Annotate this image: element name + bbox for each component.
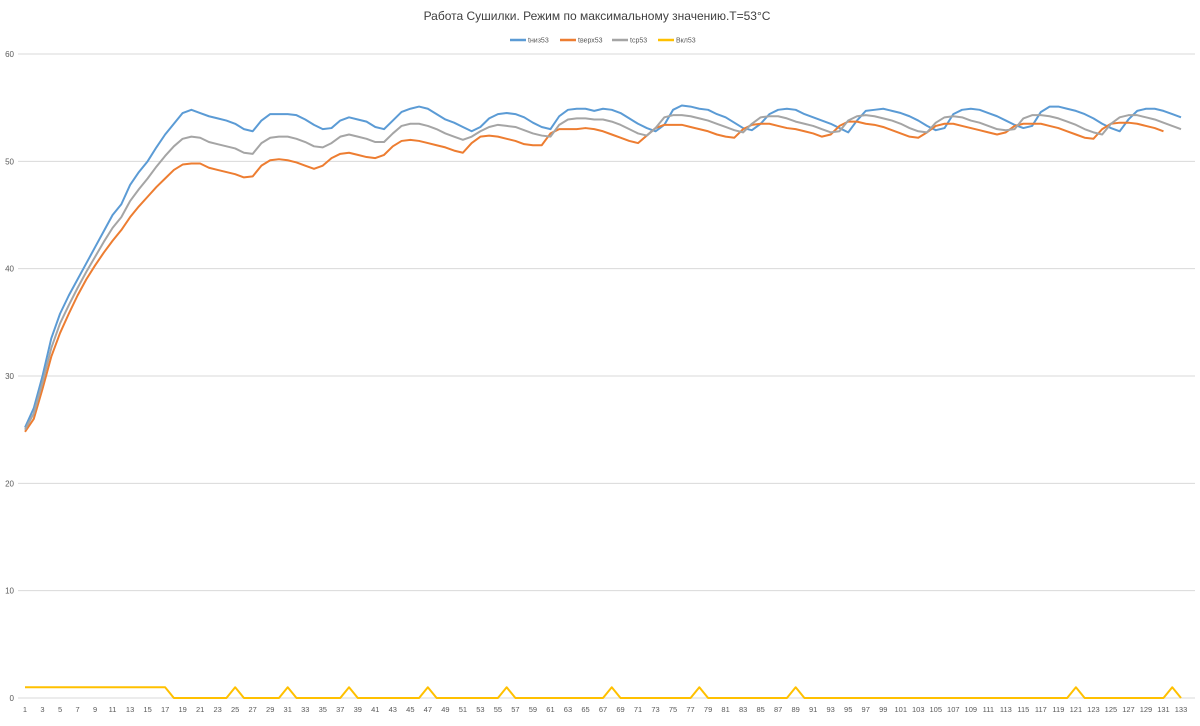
x-tick-label: 109 bbox=[965, 705, 978, 714]
x-tick-label: 85 bbox=[756, 705, 764, 714]
x-tick-label: 127 bbox=[1122, 705, 1135, 714]
x-tick-label: 69 bbox=[616, 705, 624, 714]
x-tick-label: 27 bbox=[249, 705, 257, 714]
x-tick-label: 41 bbox=[371, 705, 379, 714]
legend: tниз53 tверх53 tср53 Вкл53 bbox=[510, 38, 696, 45]
x-tick-label: 115 bbox=[1017, 705, 1029, 714]
x-tick-label: 13 bbox=[126, 705, 134, 714]
x-tick-label: 65 bbox=[581, 705, 589, 714]
x-tick-label: 99 bbox=[879, 705, 887, 714]
x-tick-label: 51 bbox=[459, 705, 467, 714]
x-tick-label: 129 bbox=[1140, 705, 1153, 714]
x-tick-label: 23 bbox=[213, 705, 221, 714]
series-line-0 bbox=[24, 104, 1182, 428]
x-tick-label: 125 bbox=[1105, 705, 1118, 714]
x-tick-label: 73 bbox=[651, 705, 659, 714]
y-tick-label: 60 bbox=[5, 50, 14, 59]
x-tick-label: 21 bbox=[196, 705, 204, 714]
x-tick-label: 3 bbox=[40, 705, 44, 714]
x-tick-label: 119 bbox=[1052, 705, 1064, 714]
x-tick-label: 59 bbox=[529, 705, 537, 714]
x-tick-label: 87 bbox=[774, 705, 782, 714]
y-tick-label: 40 bbox=[5, 265, 14, 274]
x-tick-label: 131 bbox=[1157, 705, 1170, 714]
y-axis-ticks: 0 10 20 30 40 50 60 bbox=[5, 50, 14, 703]
x-tick-label: 57 bbox=[511, 705, 519, 714]
x-tick-label: 39 bbox=[354, 705, 362, 714]
x-tick-label: 15 bbox=[143, 705, 151, 714]
x-tick-label: 67 bbox=[599, 705, 607, 714]
x-tick-label: 63 bbox=[564, 705, 572, 714]
x-tick-label: 123 bbox=[1087, 705, 1100, 714]
x-tick-label: 103 bbox=[912, 705, 925, 714]
x-tick-label: 29 bbox=[266, 705, 274, 714]
x-tick-label: 37 bbox=[336, 705, 344, 714]
x-tick-label: 133 bbox=[1175, 705, 1188, 714]
x-tick-label: 79 bbox=[704, 705, 712, 714]
x-tick-label: 83 bbox=[739, 705, 747, 714]
x-tick-label: 101 bbox=[894, 705, 907, 714]
x-tick-label: 17 bbox=[161, 705, 169, 714]
x-tick-label: 9 bbox=[93, 705, 97, 714]
x-tick-label: 117 bbox=[1035, 705, 1047, 714]
y-tick-label: 0 bbox=[10, 694, 15, 703]
x-tick-label: 121 bbox=[1070, 705, 1083, 714]
x-tick-label: 81 bbox=[721, 705, 729, 714]
x-tick-label: 111 bbox=[983, 705, 994, 714]
x-tick-label: 91 bbox=[809, 705, 817, 714]
chart-title: Работа Сушилки. Режим по максимальному з… bbox=[424, 9, 771, 23]
x-tick-label: 113 bbox=[1000, 705, 1012, 714]
x-tick-label: 5 bbox=[58, 705, 62, 714]
x-tick-label: 61 bbox=[546, 705, 554, 714]
y-tick-label: 30 bbox=[5, 372, 14, 381]
legend-label: tср53 bbox=[630, 38, 647, 45]
x-tick-label: 77 bbox=[686, 705, 694, 714]
legend-label: Вкл53 bbox=[676, 38, 696, 45]
x-tick-label: 71 bbox=[634, 705, 642, 714]
x-tick-label: 35 bbox=[319, 705, 327, 714]
x-tick-label: 47 bbox=[424, 705, 432, 714]
x-tick-label: 11 bbox=[109, 705, 117, 714]
x-tick-label: 97 bbox=[862, 705, 870, 714]
x-axis-ticks: 1 3 5 7 9 11 13 15 17 19 21 23 25 27 29 31 33 35 37 39 41 43 4… bbox=[23, 705, 1187, 714]
series-line-3 bbox=[25, 686, 1182, 699]
series-line-1 bbox=[24, 120, 1164, 433]
x-tick-label: 105 bbox=[930, 705, 943, 714]
x-tick-label: 33 bbox=[301, 705, 309, 714]
series-group bbox=[24, 104, 1182, 699]
x-tick-label: 45 bbox=[406, 705, 414, 714]
x-tick-label: 75 bbox=[669, 705, 677, 714]
gridlines bbox=[18, 53, 1195, 699]
x-tick-label: 25 bbox=[231, 705, 239, 714]
y-tick-label: 50 bbox=[5, 157, 14, 166]
legend-label: tниз53 bbox=[528, 38, 549, 45]
x-tick-label: 31 bbox=[284, 705, 292, 714]
x-tick-label: 55 bbox=[494, 705, 502, 714]
x-tick-label: 19 bbox=[178, 705, 186, 714]
x-tick-label: 93 bbox=[827, 705, 835, 714]
x-tick-label: 53 bbox=[476, 705, 484, 714]
x-tick-label: 89 bbox=[791, 705, 799, 714]
legend-label: tверх53 bbox=[578, 38, 603, 45]
x-tick-label: 107 bbox=[947, 705, 960, 714]
x-tick-label: 95 bbox=[844, 705, 852, 714]
y-tick-label: 10 bbox=[5, 587, 14, 596]
x-tick-label: 7 bbox=[75, 705, 79, 714]
series-line-2 bbox=[24, 114, 1182, 431]
y-tick-label: 20 bbox=[5, 479, 14, 488]
x-tick-label: 43 bbox=[389, 705, 397, 714]
x-tick-label: 49 bbox=[441, 705, 449, 714]
x-tick-label: 1 bbox=[23, 705, 27, 714]
